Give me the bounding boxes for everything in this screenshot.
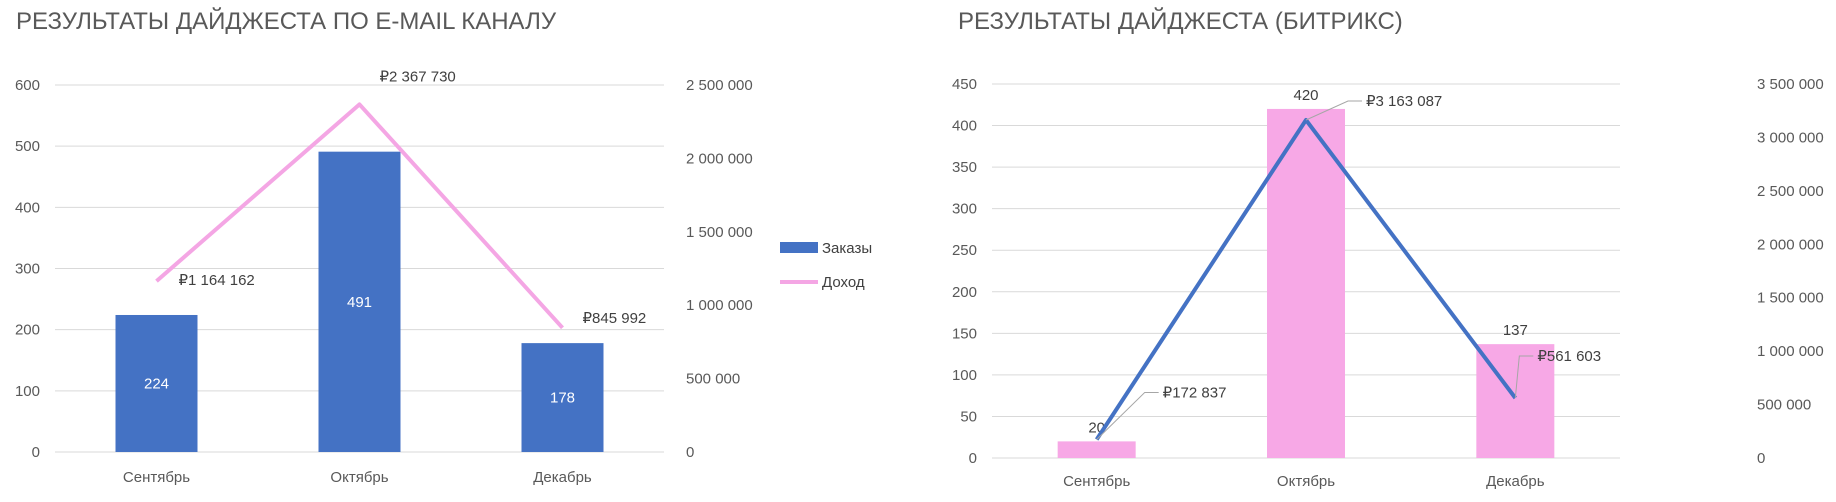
- y-right-tick-label: 500 000: [1757, 397, 1811, 414]
- x-category-label: Сентябрь: [123, 469, 190, 486]
- y-right-tick-label: 3 500 000: [1757, 76, 1824, 93]
- line-data-label: ₽3 163 087: [1366, 93, 1442, 110]
- x-category-label: Декабрь: [1486, 473, 1545, 490]
- x-category-label: Октябрь: [330, 469, 388, 486]
- bar-data-label: 178: [550, 390, 575, 407]
- legend-swatch-bar: [780, 242, 818, 253]
- y-left-tick-label: 300: [952, 201, 977, 218]
- data-label-leader: [1514, 355, 1534, 399]
- y-left-tick-label: 0: [32, 444, 40, 461]
- bar: [1057, 441, 1136, 458]
- y-left-tick-label: 100: [952, 367, 977, 384]
- y-right-tick-label: 2 000 000: [686, 150, 753, 167]
- y-right-tick-label: 1 500 000: [1757, 290, 1824, 307]
- bar-data-label: 224: [144, 375, 169, 392]
- data-label-leader: [1305, 100, 1362, 121]
- y-right-tick-label: 0: [686, 444, 694, 461]
- y-left-tick-label: 350: [952, 159, 977, 176]
- bar: [1267, 108, 1345, 458]
- y-right-tick-label: 1 500 000: [686, 224, 753, 241]
- y-left-tick-label: 450: [952, 76, 977, 93]
- chart-title: РЕЗУЛЬТАТЫ ДАЙДЖЕСТА (БИТРИКС): [958, 7, 1403, 35]
- chart-title: РЕЗУЛЬТАТЫ ДАЙДЖЕСТА ПО E-MAIL КАНАЛУ: [16, 7, 557, 35]
- y-right-tick-label: 500 000: [686, 371, 740, 388]
- y-left-tick-label: 400: [952, 118, 977, 135]
- chart-1: РЕЗУЛЬТАТЫ ДАЙДЖЕСТА ПО E-MAIL КАНАЛУ 0 10…: [15, 7, 872, 486]
- bar: [521, 343, 604, 452]
- legend-label: Доход: [822, 274, 865, 291]
- data-label-leader: [1096, 392, 1159, 440]
- bar-data-label: 137: [1503, 322, 1528, 339]
- legend-label: Заказы: [822, 240, 872, 257]
- y-left-tick-label: 200: [952, 284, 977, 301]
- y-left-tick-label: 500: [15, 138, 40, 155]
- bar-data-label: 491: [347, 294, 372, 311]
- y-left-tick-label: 250: [952, 242, 977, 259]
- y-right-tick-label: 2 500 000: [686, 77, 753, 94]
- y-left-tick-label: 0: [969, 450, 977, 467]
- y-left-tick-label: 400: [15, 199, 40, 216]
- y-left-tick-label: 100: [15, 383, 40, 400]
- line-data-label: ₽561 603: [1537, 348, 1601, 365]
- y-right-tick-label: 3 000 000: [1757, 129, 1824, 146]
- y-right-tick-label: 1 000 000: [686, 297, 753, 314]
- y-right-tick-label: 2 500 000: [1757, 183, 1824, 200]
- chart-2: РЕЗУЛЬТАТЫ ДАЙДЖЕСТА (БИТРИКС) 0 50 100 150 2…: [952, 7, 1824, 490]
- bar: [115, 314, 198, 452]
- y-right-tick-label: 2 000 000: [1757, 236, 1824, 253]
- line-data-label: ₽845 992: [583, 310, 647, 327]
- y-right-tick-label: 0: [1757, 450, 1765, 467]
- line-data-label: ₽2 367 730: [380, 68, 456, 85]
- y-left-tick-label: 600: [15, 77, 40, 94]
- y-left-tick-label: 300: [15, 261, 40, 278]
- x-category-label: Октябрь: [1277, 473, 1335, 490]
- line-data-label: ₽172 837: [1163, 385, 1227, 402]
- y-left-tick-label: 200: [15, 322, 40, 339]
- bar-data-label: 420: [1293, 87, 1318, 104]
- y-left-tick-label: 50: [960, 408, 977, 425]
- bar: [318, 151, 401, 452]
- x-category-label: Сентябрь: [1063, 473, 1130, 490]
- y-left-tick-label: 150: [952, 325, 977, 342]
- x-category-label: Декабрь: [533, 469, 592, 486]
- line-data-label: ₽1 164 162: [179, 272, 255, 289]
- y-right-tick-label: 1 000 000: [1757, 343, 1824, 360]
